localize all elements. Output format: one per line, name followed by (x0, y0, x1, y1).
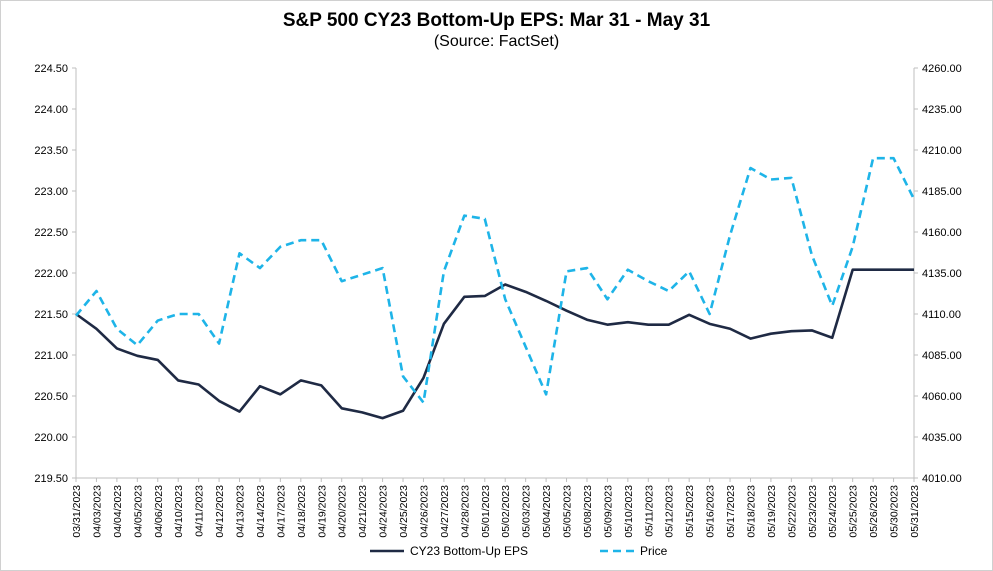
x-tick-label: 04/05/2023 (132, 485, 144, 538)
axes (75, 68, 915, 479)
right-tick-label: 4110.00 (922, 309, 961, 321)
x-tick-label: 04/10/2023 (173, 485, 185, 538)
x-tick-label: 04/18/2023 (296, 485, 308, 538)
x-tick-label: 04/21/2023 (357, 485, 369, 538)
x-tick-label: 05/01/2023 (480, 485, 492, 538)
x-tick-label: 04/06/2023 (153, 485, 165, 538)
legend-label: Price (640, 544, 668, 558)
right-tick-label: 4235.00 (922, 104, 962, 116)
x-tick-label: 05/22/2023 (786, 485, 798, 538)
x-tick-label: 04/14/2023 (255, 485, 267, 538)
right-tick-label: 4185.00 (922, 186, 962, 198)
x-tick-label: 04/27/2023 (439, 485, 451, 538)
left-tick-label: 224.00 (34, 104, 68, 116)
x-tick-label: 04/17/2023 (275, 485, 287, 538)
left-tick-label: 224.50 (34, 63, 68, 75)
x-tick-label: 04/04/2023 (112, 485, 124, 538)
x-tick-label: 04/26/2023 (418, 485, 430, 538)
x-axis-ticks: 03/31/2023 04/03/2023 04/04/2023 04/05/2023… (71, 478, 921, 538)
x-tick-label: 04/11/2023 (194, 485, 206, 537)
x-tick-label: 05/08/2023 (582, 485, 594, 538)
x-tick-label: 05/26/2023 (868, 485, 880, 538)
x-tick-label: 05/16/2023 (705, 485, 717, 538)
x-tick-label: 04/13/2023 (235, 485, 247, 538)
x-tick-label: 05/10/2023 (623, 485, 635, 538)
left-tick-label: 222.00 (34, 268, 68, 280)
x-tick-label: 05/12/2023 (664, 485, 676, 538)
x-tick-label: 05/04/2023 (541, 485, 553, 538)
price-series-line (75, 156, 916, 404)
left-tick-label: 223.00 (34, 186, 68, 198)
x-tick-label: 05/23/2023 (807, 485, 819, 538)
x-tick-label: 04/25/2023 (398, 485, 410, 538)
x-tick-label: 04/24/2023 (378, 485, 390, 538)
x-tick-label: 05/31/2023 (909, 485, 921, 538)
x-tick-label: 05/24/2023 (827, 485, 839, 538)
right-tick-label: 4085.00 (922, 350, 962, 362)
legend: CY23 Bottom-Up EPS Price (370, 544, 668, 558)
x-tick-label: 04/19/2023 (316, 485, 328, 538)
chart-title: S&P 500 CY23 Bottom-Up EPS: Mar 31 - May… (282, 10, 711, 31)
right-tick-label: 4135.00 (922, 268, 962, 280)
left-tick-label: 219.50 (34, 473, 68, 485)
x-tick-label: 04/03/2023 (91, 485, 103, 538)
right-axis-ticks: 4010.00 4035.00 4060.00 4085.00 4110.00 4135.… (914, 63, 962, 485)
x-tick-label: 04/12/2023 (214, 485, 226, 538)
x-tick-label: 05/11/2023 (643, 485, 655, 537)
left-tick-label: 222.50 (34, 227, 68, 239)
x-tick-label: 05/15/2023 (684, 485, 696, 538)
left-tick-label: 221.00 (34, 350, 68, 362)
legend-label: CY23 Bottom-Up EPS (410, 544, 528, 558)
right-tick-label: 4210.00 (922, 145, 962, 157)
x-tick-label: 05/03/2023 (521, 485, 533, 538)
left-tick-label: 221.50 (34, 309, 68, 321)
right-tick-label: 4035.00 (922, 432, 962, 444)
eps-series-line (75, 268, 914, 420)
left-tick-label: 220.50 (34, 391, 68, 403)
x-tick-label: 05/02/2023 (500, 485, 512, 538)
left-axis-ticks: 219.50 220.00 220.50 221.00 221.50 222.00 222.… (34, 63, 76, 485)
x-tick-label: 05/25/2023 (848, 485, 860, 538)
x-tick-label: 04/28/2023 (459, 485, 471, 538)
x-tick-label: 05/30/2023 (889, 485, 901, 538)
chart-subtitle: (Source: FactSet) (433, 33, 560, 50)
right-tick-label: 4060.00 (922, 391, 962, 403)
x-tick-label: 05/19/2023 (766, 485, 778, 538)
right-tick-label: 4260.00 (922, 63, 962, 75)
x-tick-label: 03/31/2023 (71, 485, 83, 538)
right-tick-label: 4010.00 (922, 473, 962, 485)
x-tick-label: 05/17/2023 (725, 485, 737, 538)
left-tick-label: 223.50 (34, 145, 68, 157)
x-tick-label: 05/09/2023 (602, 485, 614, 538)
x-tick-label: 05/18/2023 (745, 485, 757, 538)
x-tick-label: 05/05/2023 (562, 485, 574, 538)
right-tick-label: 4160.00 (922, 227, 962, 239)
x-tick-label: 04/20/2023 (337, 485, 349, 538)
left-tick-label: 220.00 (34, 432, 68, 444)
series-layer (75, 156, 916, 420)
